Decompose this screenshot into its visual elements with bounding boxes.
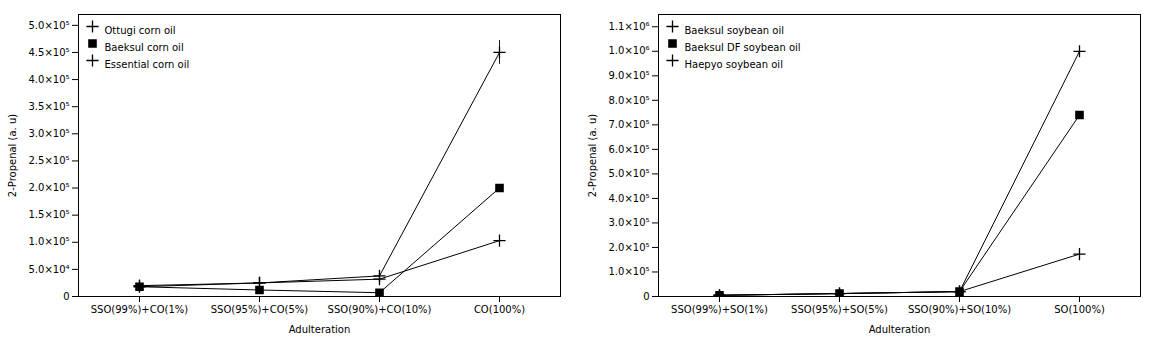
svg-text:2.0×10⁵: 2.0×10⁵ [608, 242, 649, 253]
svg-text:SSO(95%)+SO(5%): SSO(95%)+SO(5%) [791, 304, 888, 315]
svg-text:SSO(90%)+CO(10%): SSO(90%)+CO(10%) [328, 304, 432, 315]
svg-text:SSO(95%)+CO(5%): SSO(95%)+CO(5%) [211, 304, 309, 315]
svg-text:5.0×10⁵: 5.0×10⁵ [28, 20, 69, 31]
svg-text:SSO(99%)+CO(1%): SSO(99%)+CO(1%) [91, 304, 189, 315]
svg-text:1.0×10⁵: 1.0×10⁵ [608, 266, 649, 277]
svg-text:7.0×10⁵: 7.0×10⁵ [608, 119, 649, 130]
svg-text:Baeksul DF soybean oil: Baeksul DF soybean oil [685, 42, 801, 53]
svg-text:2-Propenal (a. u): 2-Propenal (a. u) [7, 114, 18, 197]
svg-text:6.0×10⁵: 6.0×10⁵ [608, 144, 649, 155]
svg-text:Essential corn oil: Essential corn oil [105, 59, 190, 70]
svg-text:4.5×10⁵: 4.5×10⁵ [28, 47, 69, 58]
svg-text:Haepyo soybean oil: Haepyo soybean oil [685, 59, 783, 70]
svg-text:2.0×10⁵: 2.0×10⁵ [28, 182, 69, 193]
svg-text:Adulteration: Adulteration [289, 324, 351, 335]
svg-text:4.0×10⁵: 4.0×10⁵ [28, 74, 69, 85]
svg-text:SSO(99%)+SO(1%): SSO(99%)+SO(1%) [671, 304, 768, 315]
svg-text:3.0×10⁵: 3.0×10⁵ [608, 217, 649, 228]
svg-text:SSO(90%)+SO(10%): SSO(90%)+SO(10%) [908, 304, 1011, 315]
svg-text:1.1×10⁶: 1.1×10⁶ [608, 21, 649, 32]
svg-text:4.0×10⁵: 4.0×10⁵ [608, 193, 649, 204]
svg-text:0: 0 [643, 291, 649, 302]
svg-text:0: 0 [63, 291, 69, 302]
svg-text:5.0×10⁵: 5.0×10⁵ [608, 168, 649, 179]
svg-text:Ottugi corn oil: Ottugi corn oil [105, 25, 176, 36]
svg-text:1.0×10⁶: 1.0×10⁶ [608, 45, 649, 56]
svg-text:5.0×10⁴: 5.0×10⁴ [28, 264, 69, 275]
svg-text:2.5×10⁵: 2.5×10⁵ [28, 155, 69, 166]
svg-text:1.0×10⁵: 1.0×10⁵ [28, 236, 69, 247]
svg-text:3.5×10⁵: 3.5×10⁵ [28, 101, 69, 112]
svg-text:CO(100%): CO(100%) [474, 304, 525, 315]
svg-text:8.0×10⁵: 8.0×10⁵ [608, 95, 649, 106]
svg-text:Baeksul soybean oil: Baeksul soybean oil [685, 25, 785, 36]
svg-text:9.0×10⁵: 9.0×10⁵ [608, 70, 649, 81]
svg-text:Adulteration: Adulteration [869, 324, 931, 335]
svg-text:1.5×10⁵: 1.5×10⁵ [28, 209, 69, 220]
svg-text:SO(100%): SO(100%) [1054, 304, 1105, 315]
svg-text:2-Propenal (a. u): 2-Propenal (a. u) [587, 114, 598, 197]
svg-text:3.0×10⁵: 3.0×10⁵ [28, 128, 69, 139]
svg-text:Baeksul corn oil: Baeksul corn oil [105, 42, 184, 53]
